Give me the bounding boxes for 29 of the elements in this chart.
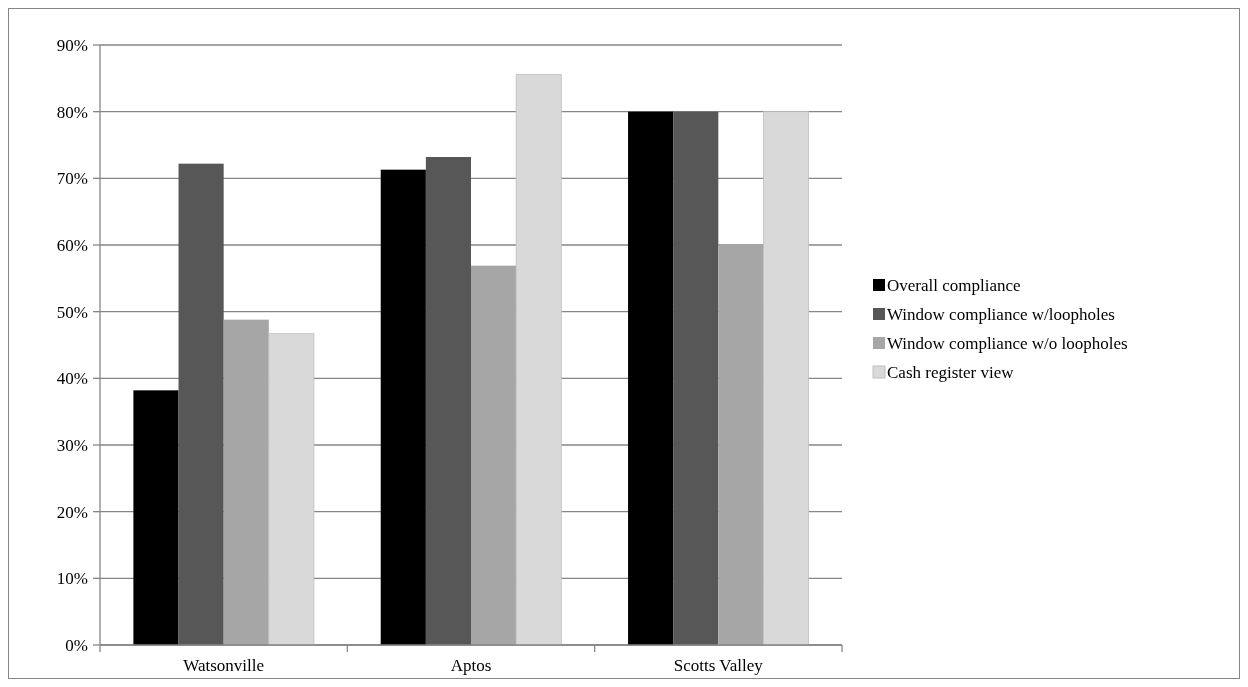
y-tick-label: 10% — [56, 569, 88, 589]
bar — [471, 265, 517, 645]
bar — [133, 390, 179, 645]
x-tick-label: Scotts Valley — [673, 656, 764, 675]
bar — [268, 333, 315, 646]
bar — [628, 111, 674, 645]
legend-label: Cash register view — [887, 363, 1015, 382]
legend-label: Overall compliance — [887, 276, 1021, 295]
bar — [380, 169, 426, 645]
bar — [178, 163, 224, 645]
y-tick-label: 50% — [56, 302, 88, 322]
x-tick-label: Aptos — [450, 656, 492, 675]
y-tick-label: 0% — [65, 635, 88, 655]
bar — [515, 73, 562, 646]
y-tick-label: 40% — [56, 369, 88, 389]
x-tick-label: Watsonville — [183, 656, 265, 675]
legend-label: Window compliance w/loopholes — [887, 305, 1115, 324]
y-tick-label: 20% — [56, 502, 88, 522]
y-tick-label: 70% — [56, 169, 88, 189]
y-tick-label: 80% — [56, 102, 88, 122]
y-tick-label: 90% — [56, 35, 88, 55]
bar — [673, 111, 719, 645]
y-tick-label: 30% — [56, 435, 88, 455]
bar — [223, 319, 269, 645]
bar — [425, 157, 471, 645]
bar — [718, 245, 764, 645]
bar — [763, 111, 810, 646]
y-tick-label: 60% — [56, 235, 88, 255]
legend-label: Window compliance w/o loopholes — [887, 334, 1128, 353]
